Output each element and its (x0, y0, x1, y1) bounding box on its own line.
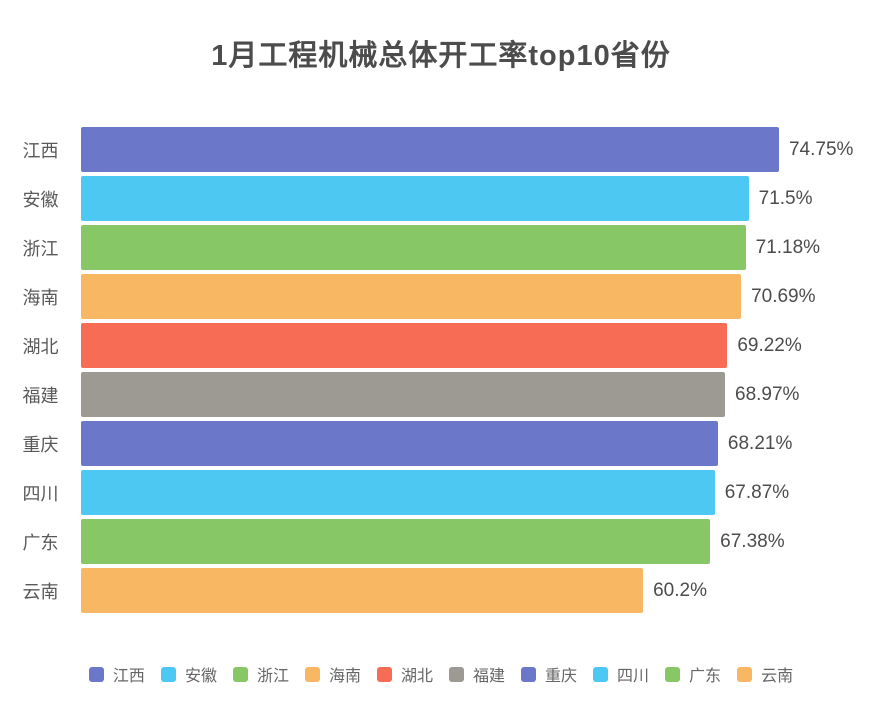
bar-plot: 江西 74.75% 安徽 71.5% 浙江 71.18% 海南 70.69% 湖北 69.22% 福… (0, 125, 882, 615)
legend-swatch-icon (449, 666, 464, 682)
category-label: 江西 (22, 140, 59, 161)
bar-segment[interactable] (81, 519, 711, 564)
bar-segment[interactable] (81, 323, 728, 368)
legend-item[interactable]: 福建 (449, 662, 505, 686)
legend-item[interactable]: 湖北 (376, 662, 433, 686)
bar-segment[interactable] (81, 225, 746, 270)
legend-swatch-icon (593, 666, 609, 682)
category-label: 湖北 (22, 336, 59, 357)
chart-row: 浙江 71.18% (0, 223, 882, 272)
chart-title: 1月工程机械总体开工率top10省份 (211, 40, 671, 72)
chart-row: 云南 60.2% (0, 566, 882, 615)
bar-track: 74.75% (81, 127, 853, 172)
value-label: 60.2% (653, 579, 707, 601)
legend-item[interactable]: 浙江 (232, 662, 289, 686)
legend-swatch-icon (737, 666, 753, 682)
legend-label: 浙江 (256, 668, 289, 685)
legend-label: 广东 (689, 668, 722, 685)
legend-label: 重庆 (545, 668, 578, 685)
bar-track: 70.69% (81, 274, 828, 319)
legend-item[interactable]: 云南 (737, 662, 793, 686)
bar-segment[interactable] (81, 372, 725, 417)
value-label: 67.38% (720, 530, 785, 552)
legend: 江西 安徽 浙江 海南 湖北 福建 重庆 四川 广东 云南 (0, 662, 882, 686)
category-label: 重庆 (22, 434, 59, 455)
value-label: 74.75% (788, 138, 854, 160)
legend-item[interactable]: 江西 (88, 662, 145, 686)
value-label: 70.69% (751, 285, 816, 307)
bar-segment[interactable] (81, 274, 742, 319)
bar-segment[interactable] (81, 127, 779, 172)
legend-item[interactable]: 海南 (304, 662, 361, 686)
legend-label: 湖北 (400, 668, 433, 685)
category-label: 福建 (22, 385, 59, 406)
value-label: 68.21% (727, 432, 793, 454)
legend-item[interactable]: 安徽 (160, 662, 217, 686)
legend-label: 云南 (761, 668, 794, 685)
value-label: 69.22% (737, 334, 802, 356)
bar-track: 60.2% (81, 568, 828, 613)
category-label: 云南 (22, 581, 59, 602)
bar-track: 69.22% (81, 323, 828, 368)
category-label: 广东 (22, 532, 59, 553)
legend-label: 福建 (473, 668, 506, 685)
legend-label: 海南 (328, 668, 361, 685)
legend-label: 四川 (617, 668, 650, 685)
bar-track: 68.21% (81, 421, 828, 466)
bar-segment[interactable] (81, 568, 644, 613)
legend-swatch-icon (88, 666, 104, 682)
bar-track: 67.87% (81, 470, 828, 515)
category-label: 浙江 (22, 238, 59, 259)
chart-row: 湖北 69.22% (0, 321, 882, 370)
legend-label: 安徽 (184, 668, 217, 685)
category-label: 安徽 (22, 189, 59, 210)
chart-row: 安徽 71.5% (0, 174, 882, 223)
bar-track: 68.97% (81, 372, 828, 417)
chart-row: 海南 70.69% (0, 272, 882, 321)
legend-item[interactable]: 四川 (593, 662, 649, 686)
legend-swatch-icon (665, 666, 681, 682)
category-label: 四川 (22, 483, 59, 504)
bar-segment[interactable] (81, 421, 718, 466)
legend-swatch-icon (304, 666, 320, 682)
legend-item[interactable]: 重庆 (521, 662, 577, 686)
bar-segment[interactable] (81, 470, 715, 515)
chart-row: 江西 74.75% (0, 125, 882, 174)
value-label: 71.18% (755, 236, 821, 258)
category-label: 海南 (22, 287, 59, 308)
bar-track: 71.18% (81, 225, 828, 270)
chart-row: 福建 68.97% (0, 370, 882, 419)
legend-item[interactable]: 广东 (665, 662, 721, 686)
legend-label: 江西 (112, 668, 145, 685)
legend-swatch-icon (160, 666, 176, 682)
chart-row: 广东 67.38% (0, 517, 882, 566)
legend-swatch-icon (376, 666, 392, 682)
bar-track: 67.38% (81, 519, 828, 564)
bar-track: 71.5% (81, 176, 828, 221)
value-label: 68.97% (735, 383, 800, 405)
value-label: 67.87% (724, 481, 790, 503)
legend-swatch-icon (232, 666, 248, 682)
chart-row: 重庆 68.21% (0, 419, 882, 468)
bar-segment[interactable] (81, 176, 749, 221)
legend-swatch-icon (521, 666, 537, 682)
value-label: 71.5% (758, 187, 813, 209)
chart-row: 四川 67.87% (0, 468, 882, 517)
